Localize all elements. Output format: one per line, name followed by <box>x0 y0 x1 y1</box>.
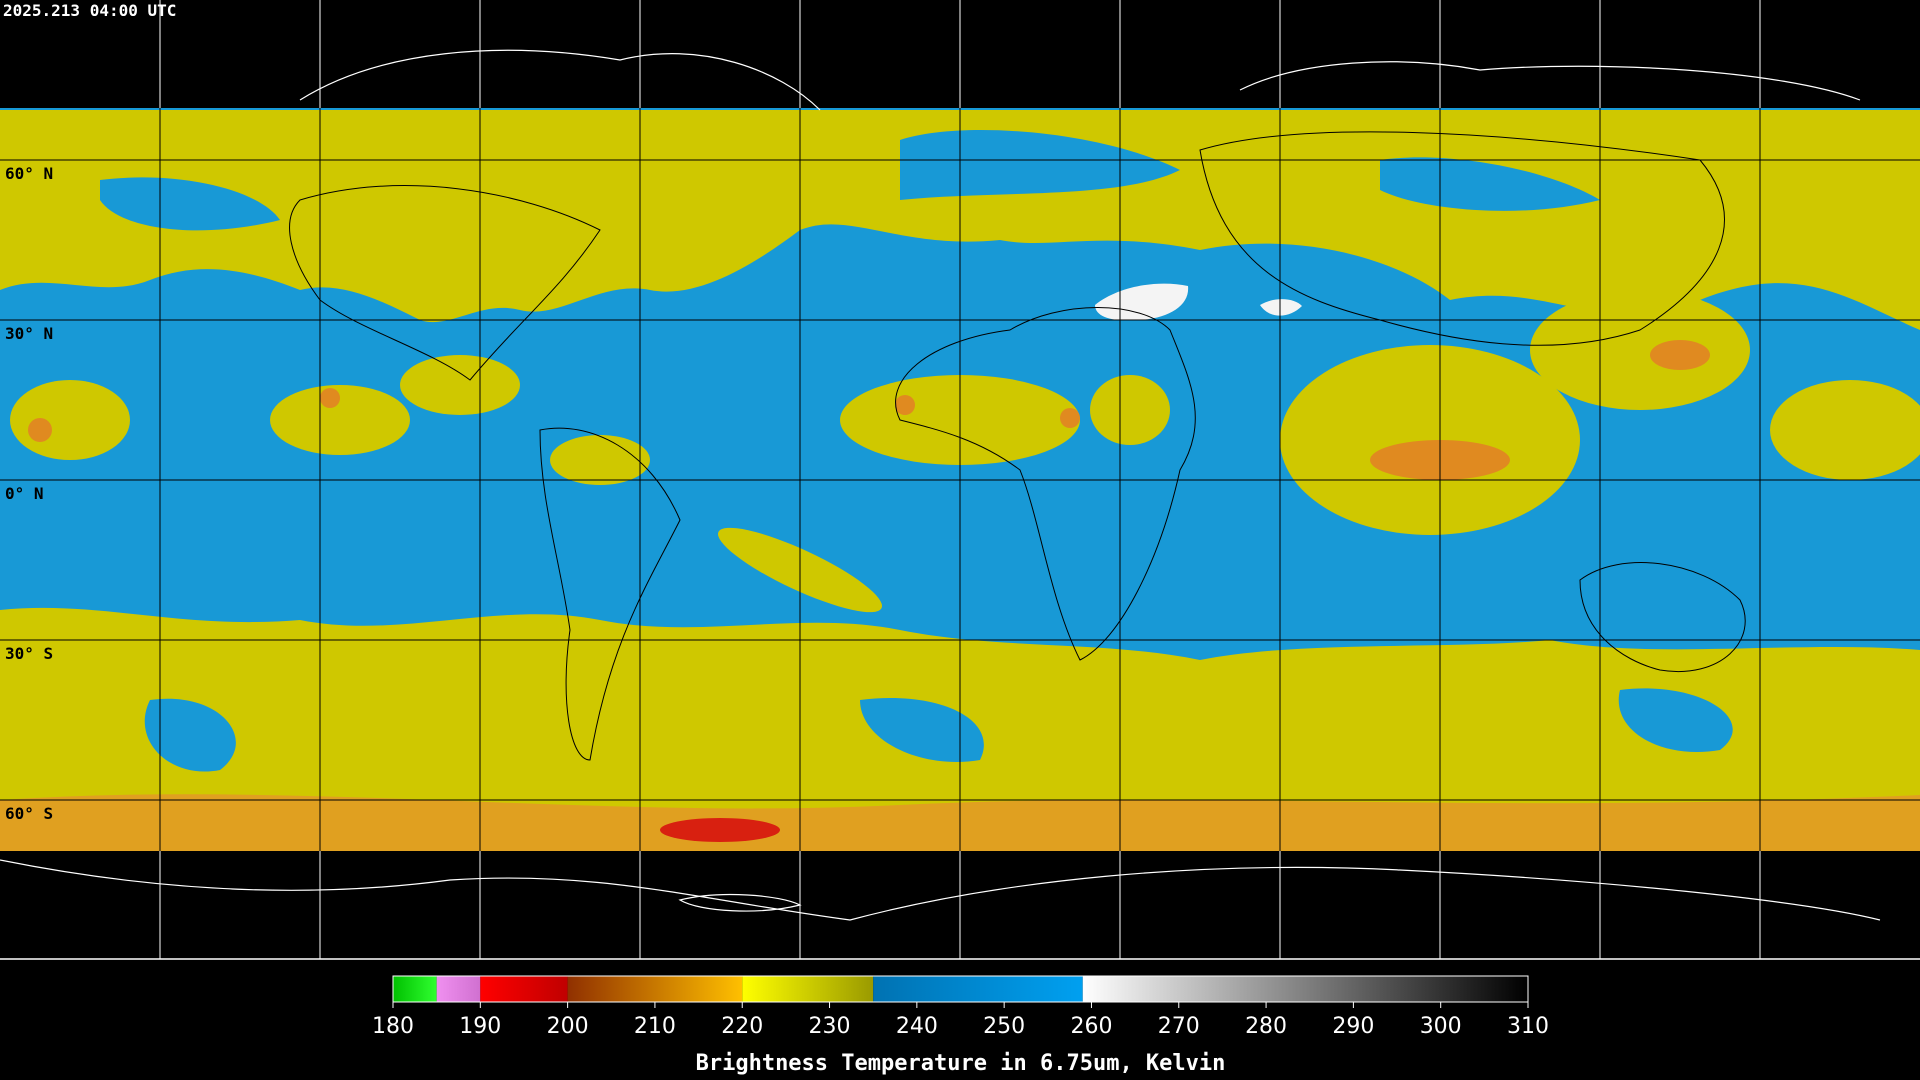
latitude-labels: 60° N 30° N 0° N 30° S 60° S <box>5 164 53 823</box>
colorbar-segment <box>1082 976 1528 1002</box>
colorbar-label: Brightness Temperature in 6.75um, Kelvin <box>696 1051 1226 1076</box>
colorbar: 180 190 200 210 220 230 240 250 260 270 280 290 300 3… <box>372 975 1549 1076</box>
colorbar-segment <box>742 976 874 1002</box>
timestamp: 2025.213 04:00 UTC <box>3 1 176 20</box>
colorbar-segment <box>873 976 1083 1002</box>
polar-coastlines <box>0 49 1881 921</box>
graticule <box>0 0 1920 960</box>
colorbar-tick-label: 300 <box>1420 1014 1462 1039</box>
latitude-label: 60° N <box>5 164 53 183</box>
colorbar-frame <box>392 975 1529 1003</box>
colorbar-segment <box>567 976 743 1002</box>
tropical-convection <box>10 290 1920 613</box>
latitude-label: 60° S <box>5 804 53 823</box>
latitude-label: 0° N <box>5 484 44 503</box>
colorbar-tick-label: 230 <box>809 1014 851 1039</box>
cold-cloud <box>660 818 780 842</box>
colorbar-tick-label: 190 <box>459 1014 501 1039</box>
colorbar-tick-label: 240 <box>896 1014 938 1039</box>
colorbar-segment <box>480 976 568 1002</box>
colorbar-tick-label: 200 <box>547 1014 589 1039</box>
north-dry-pocket <box>100 130 1600 231</box>
colorbar-tick-label: 220 <box>721 1014 763 1039</box>
colorbar-tick-label: 270 <box>1158 1014 1200 1039</box>
colorbar-tick-label: 250 <box>983 1014 1025 1039</box>
colorbar-tick-label: 260 <box>1070 1014 1112 1039</box>
colorbar-tick-label: 290 <box>1332 1014 1374 1039</box>
colorbar-segment <box>436 976 481 1002</box>
colorbar-tick-label: 210 <box>634 1014 676 1039</box>
colorbar-tick-label: 310 <box>1507 1014 1549 1039</box>
coastlines <box>289 131 1746 761</box>
latitude-label: 30° S <box>5 644 53 663</box>
very-dry-area <box>1095 283 1302 321</box>
colorbar-tick-label: 280 <box>1245 1014 1287 1039</box>
latitude-label: 30° N <box>5 324 53 343</box>
colorbar-segment <box>393 976 437 1002</box>
colorbar-tick-label: 180 <box>372 1014 414 1039</box>
south-dry-pocket <box>144 688 1733 772</box>
